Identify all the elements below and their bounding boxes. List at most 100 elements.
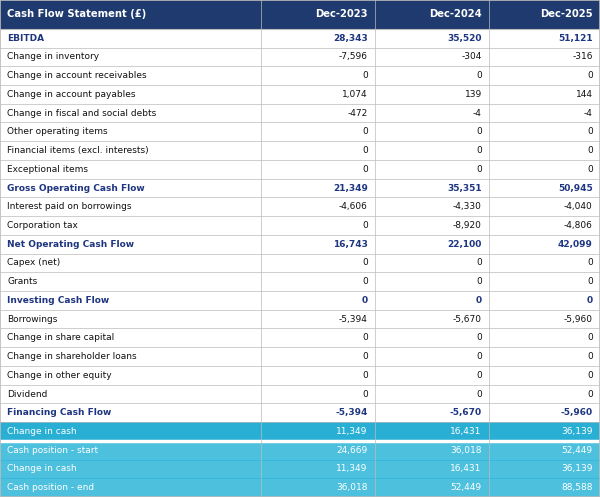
Text: 0: 0: [587, 165, 593, 174]
Bar: [0, 366, 600, 385]
Text: 35,351: 35,351: [447, 183, 482, 192]
Text: 42,099: 42,099: [558, 240, 593, 248]
Text: 139: 139: [464, 90, 482, 99]
Bar: [0, 441, 600, 460]
Text: Investing Cash Flow: Investing Cash Flow: [7, 296, 109, 305]
Text: -5,670: -5,670: [449, 408, 482, 417]
Bar: [0, 478, 600, 497]
Text: Change in inventory: Change in inventory: [7, 52, 100, 62]
Text: Dec-2025: Dec-2025: [540, 9, 593, 19]
Bar: [0, 385, 600, 404]
Text: 0: 0: [476, 296, 482, 305]
Text: 0: 0: [476, 371, 482, 380]
Text: 0: 0: [362, 333, 368, 342]
Text: Change in account receivables: Change in account receivables: [7, 71, 147, 80]
Bar: [0, 178, 600, 197]
Text: Financial items (excl. interests): Financial items (excl. interests): [7, 146, 149, 155]
Bar: [0, 85, 600, 104]
Text: -5,960: -5,960: [564, 315, 593, 324]
Bar: [0, 235, 600, 253]
Text: 0: 0: [587, 146, 593, 155]
Text: -4: -4: [584, 109, 593, 118]
Text: Exceptional items: Exceptional items: [7, 165, 88, 174]
Text: Grants: Grants: [7, 277, 37, 286]
Text: 0: 0: [362, 277, 368, 286]
Text: -4,330: -4,330: [453, 202, 482, 211]
Text: 36,018: 36,018: [337, 483, 368, 492]
Bar: [0, 347, 600, 366]
Text: 0: 0: [362, 127, 368, 136]
Text: -4,806: -4,806: [564, 221, 593, 230]
Text: 0: 0: [362, 258, 368, 267]
Bar: [0, 460, 600, 478]
Text: 36,139: 36,139: [562, 464, 593, 474]
Text: 0: 0: [587, 296, 593, 305]
Bar: [0, 291, 600, 310]
Text: 52,449: 52,449: [451, 483, 482, 492]
Text: 0: 0: [362, 165, 368, 174]
Bar: [0, 104, 600, 122]
Text: -5,394: -5,394: [339, 315, 368, 324]
Text: -4: -4: [473, 109, 482, 118]
Text: 0: 0: [587, 258, 593, 267]
Text: 1,074: 1,074: [342, 90, 368, 99]
Text: -7,596: -7,596: [339, 52, 368, 62]
Text: 36,018: 36,018: [450, 446, 482, 455]
Bar: [0, 216, 600, 235]
Text: -316: -316: [572, 52, 593, 62]
Text: Borrowings: Borrowings: [7, 315, 58, 324]
Text: Change in cash: Change in cash: [7, 464, 77, 474]
Text: Dec-2024: Dec-2024: [429, 9, 482, 19]
Text: 0: 0: [476, 390, 482, 399]
Text: 0: 0: [587, 71, 593, 80]
Text: -472: -472: [347, 109, 368, 118]
Text: 0: 0: [476, 146, 482, 155]
Text: Change in shareholder loans: Change in shareholder loans: [7, 352, 137, 361]
Bar: [0, 141, 600, 160]
Text: 0: 0: [476, 71, 482, 80]
Text: 0: 0: [476, 352, 482, 361]
Text: 22,100: 22,100: [448, 240, 482, 248]
Text: Change in share capital: Change in share capital: [7, 333, 115, 342]
Text: 16,431: 16,431: [451, 427, 482, 436]
Bar: [0, 404, 600, 422]
Text: Change in fiscal and social debts: Change in fiscal and social debts: [7, 109, 157, 118]
Text: 51,121: 51,121: [558, 34, 593, 43]
Text: Interest paid on borrowings: Interest paid on borrowings: [7, 202, 132, 211]
Text: 35,520: 35,520: [447, 34, 482, 43]
Text: 0: 0: [476, 258, 482, 267]
Text: -5,670: -5,670: [453, 315, 482, 324]
Text: 0: 0: [476, 127, 482, 136]
Text: 0: 0: [587, 277, 593, 286]
Text: 144: 144: [576, 90, 593, 99]
Bar: [0, 253, 600, 272]
Bar: [0, 310, 600, 329]
Text: Cash Flow Statement (£): Cash Flow Statement (£): [7, 9, 146, 19]
Bar: [0, 29, 600, 48]
Text: Change in cash: Change in cash: [7, 427, 77, 436]
Bar: [0, 0, 600, 29]
Bar: [0, 272, 600, 291]
Text: 16,431: 16,431: [451, 464, 482, 474]
Text: 0: 0: [587, 127, 593, 136]
Text: Change in account payables: Change in account payables: [7, 90, 136, 99]
Text: -5,960: -5,960: [560, 408, 593, 417]
Text: Dec-2023: Dec-2023: [316, 9, 368, 19]
Text: 11,349: 11,349: [337, 464, 368, 474]
Text: 50,945: 50,945: [558, 183, 593, 192]
Text: 0: 0: [476, 277, 482, 286]
Text: 0: 0: [587, 333, 593, 342]
Text: -5,394: -5,394: [335, 408, 368, 417]
Text: 0: 0: [362, 390, 368, 399]
Text: 88,588: 88,588: [562, 483, 593, 492]
Text: 0: 0: [362, 352, 368, 361]
Text: 0: 0: [362, 371, 368, 380]
Text: 0: 0: [362, 146, 368, 155]
Bar: [0, 66, 600, 85]
Text: Financing Cash Flow: Financing Cash Flow: [7, 408, 112, 417]
Text: 28,343: 28,343: [333, 34, 368, 43]
Bar: [0, 48, 600, 66]
Text: 24,669: 24,669: [337, 446, 368, 455]
Text: -8,920: -8,920: [453, 221, 482, 230]
Text: -4,606: -4,606: [339, 202, 368, 211]
